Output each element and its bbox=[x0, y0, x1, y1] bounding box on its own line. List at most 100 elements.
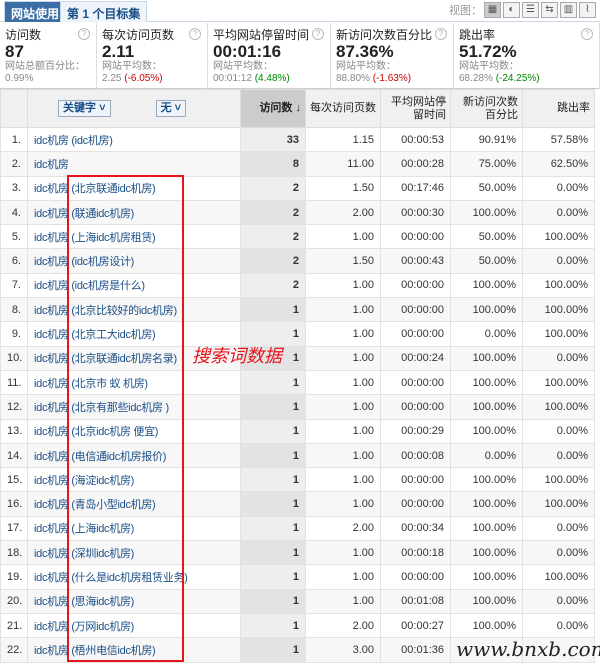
row-index: 12. bbox=[0, 394, 28, 420]
dimension-header: 关键字 ˅ 无 ˅ bbox=[27, 89, 241, 128]
new-visits: 100.00% bbox=[450, 540, 523, 566]
keyword-link[interactable]: idc机房 (联通idc机房) bbox=[27, 199, 241, 226]
visits: 1 bbox=[240, 637, 306, 663]
keyword-link[interactable]: idc机房 (万网idc机房) bbox=[27, 612, 241, 639]
tab-bar: 网站使用 第 1 个目标集 视图： ▦ ◐ ☰ ⇆ ▥ ⌇ bbox=[0, 0, 600, 22]
tab-site-usage[interactable]: 网站使用 bbox=[4, 1, 67, 22]
pages-per-visit: 1.00 bbox=[305, 467, 381, 493]
avg-time: 00:00:00 bbox=[380, 467, 451, 493]
new-visits: 100.00% bbox=[450, 418, 523, 444]
avg-time: 00:00:08 bbox=[380, 442, 451, 469]
bounce-rate: 100.00% bbox=[522, 564, 595, 590]
header-pages-per-visit[interactable]: 每次访问页数 bbox=[305, 89, 381, 128]
help-icon[interactable]: ? bbox=[435, 28, 447, 40]
visits: 2 bbox=[240, 272, 306, 299]
header-avg-time[interactable]: 平均网站停留时间 bbox=[380, 89, 451, 128]
table-row: 21. idc机房 (万网idc机房) 1 2.00 00:00:27 100.00% 0.… bbox=[0, 612, 595, 639]
help-icon[interactable]: ? bbox=[189, 28, 201, 40]
keyword-link[interactable]: idc机房 (上海idc机房) bbox=[27, 515, 241, 542]
table-row: 3. idc机房 (北京联通idc机房) 2 1.50 00:17:46 50.00% 0.… bbox=[0, 175, 595, 201]
avg-time: 00:00:28 bbox=[380, 151, 451, 177]
keyword-link[interactable]: idc机房 (北京工大idc机房) bbox=[27, 321, 241, 347]
row-index: 15. bbox=[0, 467, 28, 493]
metric-sub-label: 网站平均数： bbox=[336, 61, 396, 72]
header-bounce-rate[interactable]: 跳出率 bbox=[522, 89, 595, 128]
bar-icon[interactable]: ☰ bbox=[522, 2, 539, 18]
keyword-link[interactable]: idc机房 (什么是idc机房租赁业务) bbox=[27, 564, 241, 590]
bounce-rate: 0.00% bbox=[522, 175, 595, 201]
keyword-link[interactable]: idc机房 (北京比较好的idc机房) bbox=[27, 297, 241, 323]
bounce-rate: 100.00% bbox=[522, 272, 595, 299]
dimension-dropdown[interactable]: 关键字 ˅ bbox=[58, 100, 111, 117]
keyword-link[interactable]: idc机房 (上海idc机房租赁) bbox=[27, 224, 241, 250]
bounce-rate: 62.50% bbox=[522, 151, 595, 177]
new-visits: 100.00% bbox=[450, 515, 523, 542]
bounce-rate: 57.58% bbox=[522, 126, 595, 153]
pie-icon[interactable]: ◐ bbox=[503, 2, 520, 18]
metric-change: (-1.63%) bbox=[372, 73, 412, 84]
bounce-rate: 0.00% bbox=[522, 540, 595, 566]
pages-per-visit: 1.00 bbox=[305, 297, 381, 323]
row-index: 17. bbox=[0, 515, 28, 542]
table-row: 16. idc机房 (青岛小型idc机房) 1 1.00 00:00:00 100.00%… bbox=[0, 491, 595, 517]
keyword-link[interactable]: idc机房 (idc机房是什么) bbox=[27, 272, 241, 299]
pages-per-visit: 1.00 bbox=[305, 321, 381, 347]
avg-time: 00:00:00 bbox=[380, 297, 451, 323]
new-visits: 100.00% bbox=[450, 345, 523, 371]
metric-change: (4.48%) bbox=[254, 73, 290, 84]
table-row: 12. idc机房 (北京有那些idc机房 ) 1 1.00 00:00:00 100.0… bbox=[0, 394, 595, 420]
keyword-link[interactable]: idc机房 (idc机房) bbox=[27, 126, 241, 153]
table-row: 18. idc机房 (深圳idc机房) 1 1.00 00:00:18 100.00% 0.… bbox=[0, 540, 595, 566]
avg-time: 00:00:00 bbox=[380, 491, 451, 517]
new-visits: 50.00% bbox=[450, 175, 523, 201]
compare-icon[interactable]: ⇆ bbox=[541, 2, 558, 18]
metrics-summary: 访问数 ? 87 网站总额百分比： 0.99% 每次访问页数 ? 2.11 网站… bbox=[0, 23, 600, 89]
visits: 1 bbox=[240, 418, 306, 444]
row-index: 10. bbox=[0, 345, 28, 371]
keyword-link[interactable]: idc机房 bbox=[27, 151, 241, 177]
visits: 1 bbox=[240, 540, 306, 566]
row-index: 2. bbox=[0, 151, 28, 177]
metric-sub-value: 00:01:12 bbox=[213, 73, 252, 84]
visits: 8 bbox=[240, 151, 306, 177]
pivot-icon[interactable]: ▥ bbox=[560, 2, 577, 18]
keyword-link[interactable]: idc机房 (深圳idc机房) bbox=[27, 540, 241, 566]
new-visits: 50.00% bbox=[450, 248, 523, 274]
bounce-rate: 100.00% bbox=[522, 394, 595, 420]
new-visits: 100.00% bbox=[450, 394, 523, 420]
bounce-rate: 0.00% bbox=[522, 248, 595, 274]
keyword-link[interactable]: idc机房 (北京联通idc机房名录) bbox=[27, 345, 241, 371]
keyword-link[interactable]: idc机房 (北京市 蚁 机房) bbox=[27, 369, 241, 396]
table-row: 10. idc机房 (北京联通idc机房名录) 1 1.00 00:00:24 100.0… bbox=[0, 345, 595, 371]
table-row: 1. idc机房 (idc机房) 33 1.15 00:00:53 90.91% 57.58… bbox=[0, 126, 595, 153]
help-icon[interactable]: ? bbox=[581, 28, 593, 40]
header-visits[interactable]: 访问数 ↓ bbox=[240, 89, 306, 128]
keyword-link[interactable]: idc机房 (北京idc机房 便宜) bbox=[27, 418, 241, 444]
metric-value: 2.11 bbox=[102, 42, 135, 61]
sparkline-icon[interactable]: ⌇ bbox=[579, 2, 596, 18]
secondary-dimension-dropdown[interactable]: 无 ˅ bbox=[155, 100, 187, 117]
avg-time: 00:00:00 bbox=[380, 272, 451, 299]
visits: 1 bbox=[240, 369, 306, 396]
keyword-link[interactable]: idc机房 (电信通idc机房报价) bbox=[27, 442, 241, 469]
keyword-link[interactable]: idc机房 (思海idc机房) bbox=[27, 588, 241, 614]
keyword-link[interactable]: idc机房 (海淀idc机房) bbox=[27, 467, 241, 493]
visits: 33 bbox=[240, 126, 306, 153]
keyword-link[interactable]: idc机房 (梧州电信idc机房) bbox=[27, 637, 241, 663]
pages-per-visit: 1.00 bbox=[305, 588, 381, 614]
help-icon[interactable]: ? bbox=[78, 28, 90, 40]
new-visits: 75.00% bbox=[450, 151, 523, 177]
help-icon[interactable]: ? bbox=[312, 28, 324, 40]
new-visits: 100.00% bbox=[450, 467, 523, 493]
metric-value: 00:01:16 bbox=[213, 42, 282, 61]
header-new-visits[interactable]: 新访问次数百分比 bbox=[450, 89, 523, 128]
keyword-link[interactable]: idc机房 (idc机房设计) bbox=[27, 248, 241, 274]
tab-goal-set-1[interactable]: 第 1 个目标集 bbox=[60, 1, 148, 22]
table-row: 6. idc机房 (idc机房设计) 2 1.50 00:00:43 50.00% 0.00… bbox=[0, 248, 595, 274]
visits: 2 bbox=[240, 175, 306, 201]
bounce-rate: 100.00% bbox=[522, 297, 595, 323]
metric-sub-label: 网站平均数： bbox=[102, 61, 162, 72]
table-icon[interactable]: ▦ bbox=[484, 2, 501, 18]
avg-time: 00:00:27 bbox=[380, 612, 451, 639]
bounce-rate: 0.00% bbox=[522, 418, 595, 444]
